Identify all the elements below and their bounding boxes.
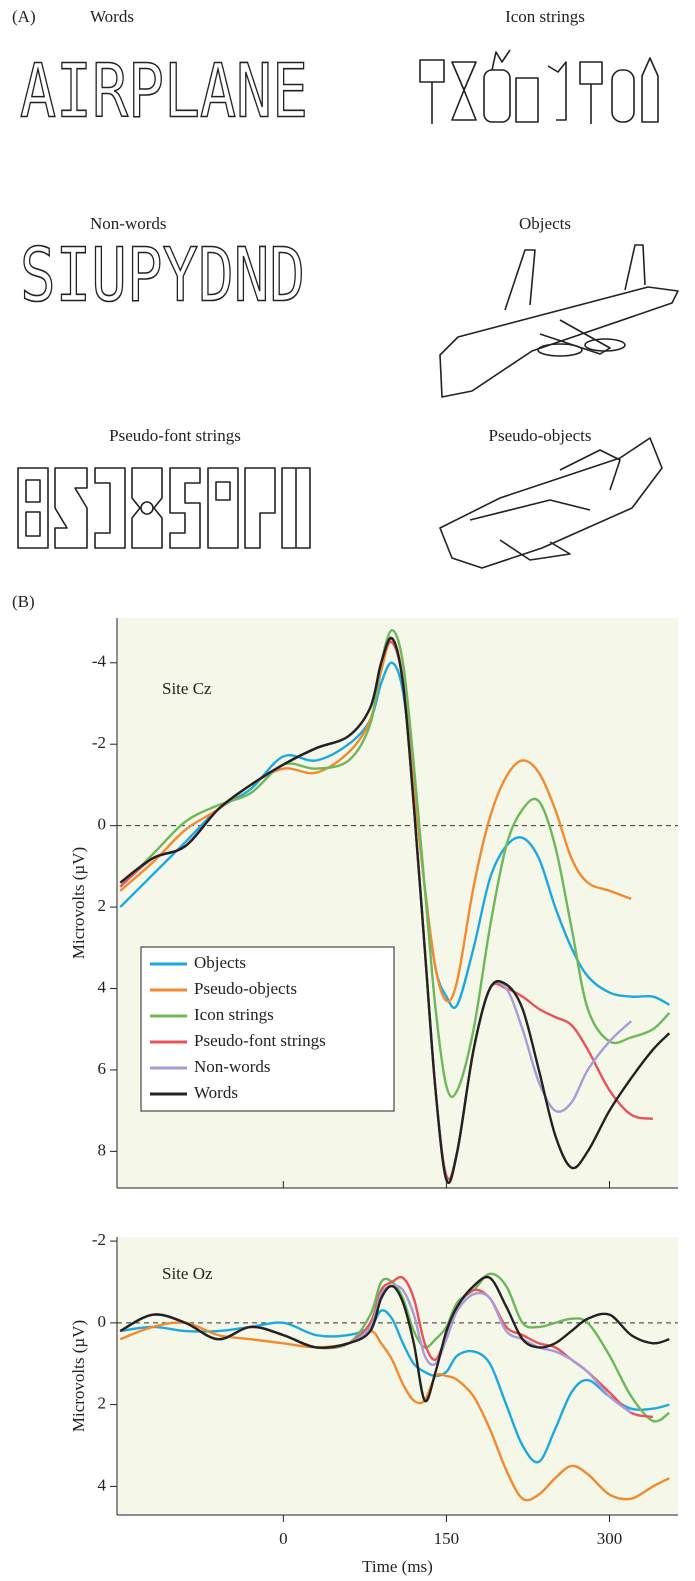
x-tick-label: 300 [597,1529,623,1548]
y-tick-label: 6 [98,1059,107,1078]
pseudo-object-drawing [440,438,662,568]
y-tick-label: 4 [98,1475,107,1494]
legend-label: Pseudo-font strings [194,1031,326,1050]
panel-label: (B) [12,592,35,611]
y-tick-label: 0 [98,815,107,834]
word-stimulus: AIRPLANE [20,49,308,135]
stimulus-label: Objects [519,214,571,233]
y-tick-label: -2 [92,733,106,752]
legend-box [141,947,394,1111]
x-axis-label: Time (ms) [362,1557,433,1576]
y-tick-label: 0 [98,1312,107,1331]
stimulus-label: Words [90,7,134,26]
object-drawing [440,245,678,397]
y-tick-label: 4 [98,977,107,996]
y-axis-label: Microvolts (µV) [69,847,88,959]
site-annotation: Site Oz [162,1264,213,1283]
icon-strings-drawing [420,50,658,124]
stimulus-label: Pseudo-objects [489,426,592,445]
y-tick-label: 2 [98,896,107,915]
x-tick-label: 0 [279,1529,288,1548]
pseudo-font-drawing [18,468,310,548]
legend-label: Objects [194,953,246,972]
y-axis-label: Microvolts (µV) [69,1320,88,1432]
y-tick-label: -2 [92,1230,106,1249]
site-annotation: Site Cz [162,679,212,698]
y-tick-label: 2 [98,1394,107,1413]
legend-label: Pseudo-objects [194,979,297,998]
figure: (A) Words Icon strings Non-words Objects… [0,0,695,1581]
nonword-stimulus: SIUPYDND [20,233,305,319]
stimulus-label: Pseudo-font strings [109,426,241,445]
legend-label: Words [194,1083,238,1102]
y-tick-label: 8 [98,1140,107,1159]
legend-label: Non-words [194,1057,271,1076]
stimulus-label: Icon strings [505,7,585,26]
y-tick-label: -4 [92,652,107,671]
stimulus-label: Non-words [90,214,167,233]
panel-label: (A) [12,7,36,26]
x-tick-label: 150 [434,1529,460,1548]
legend-label: Icon strings [194,1005,274,1024]
